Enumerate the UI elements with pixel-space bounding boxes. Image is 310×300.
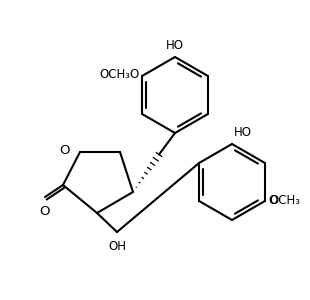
Text: HO: HO (234, 126, 252, 139)
Text: O: O (268, 194, 277, 208)
Text: OCH₃: OCH₃ (99, 68, 130, 82)
Text: OH: OH (108, 240, 126, 253)
Text: O: O (39, 205, 49, 218)
Text: OCH₃: OCH₃ (269, 194, 300, 208)
Text: HO: HO (166, 39, 184, 52)
Text: O: O (130, 68, 139, 82)
Text: O: O (60, 145, 70, 158)
